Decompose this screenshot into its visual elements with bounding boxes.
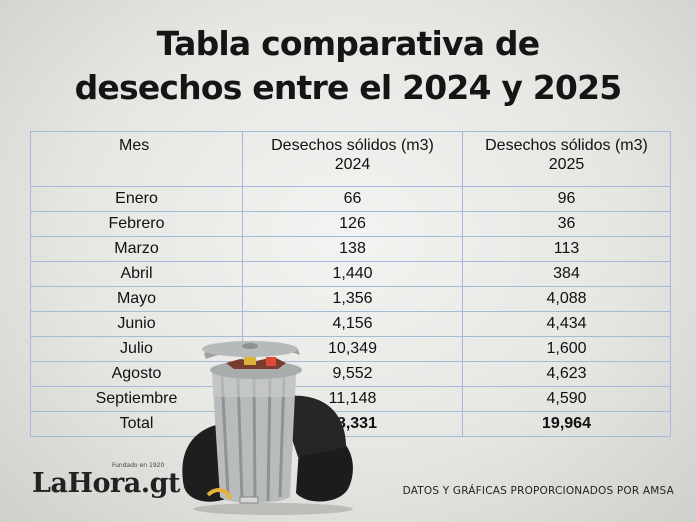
header-2025: Desechos sólidos (m3) 2025 (462, 131, 671, 187)
value-2025-cell: 36 (462, 211, 671, 237)
value-2025-cell: 96 (462, 186, 671, 212)
header-month: Mes (30, 131, 243, 187)
value-2025-cell: 113 (462, 236, 671, 262)
header-2024-line2: 2024 (334, 156, 371, 173)
comparison-table: Mes Desechos sólidos (m3) 2024 Desechos … (30, 131, 671, 437)
title-line-2: desechos entre el 2024 y 2025 (74, 68, 623, 107)
month-cell: Septiembre (30, 386, 243, 412)
value-2024-cell: 1,356 (242, 286, 463, 312)
table-row: Mayo 1,356 4,088 (30, 286, 671, 312)
month-cell: Abril (30, 261, 243, 287)
table-header-row: Mes Desechos sólidos (m3) 2024 Desechos … (30, 131, 671, 187)
logo-text: LaHora.gt (32, 468, 180, 499)
chart-title: Tabla comparativa de desechos entre el 2… (0, 22, 696, 110)
table-row: Enero 66 96 (30, 186, 671, 212)
table-row: Marzo 138 113 (30, 236, 671, 262)
table-row: Abril 1,440 384 (30, 261, 671, 287)
month-cell: Agosto (30, 361, 243, 387)
value-2024-cell: 126 (242, 211, 463, 237)
value-2025-cell: 4,590 (462, 386, 671, 412)
value-2024-cell: 1,440 (242, 261, 463, 287)
month-cell: Mayo (30, 286, 243, 312)
value-2024-cell: 66 (242, 186, 463, 212)
month-cell: Febrero (30, 211, 243, 237)
month-cell: Marzo (30, 236, 243, 262)
month-cell: Enero (30, 186, 243, 212)
la-hora-logo: LaHora.gt Fundado en 1920 (32, 462, 180, 499)
value-2025-cell: 384 (462, 261, 671, 287)
header-2025-line1: Desechos sólidos (m3) (485, 137, 648, 154)
value-2025-cell: 4,434 (462, 311, 671, 337)
total-2025-cell: 19,964 (462, 411, 671, 437)
header-month-label: Mes (119, 137, 150, 154)
header-2025-line2: 2025 (548, 156, 585, 173)
title-line-1: Tabla comparativa de (156, 24, 540, 63)
table-row: Agosto 9,552 4,623 (30, 361, 671, 387)
value-2025-cell: 1,600 (462, 336, 671, 362)
logo-slogan: Fundado en 1920 (112, 462, 165, 469)
data-source-note: DATOS Y GRÁFICAS PROPORCIONADOS POR AMSA (402, 485, 674, 497)
month-cell: Junio (30, 311, 243, 337)
trash-can-illustration (182, 341, 353, 515)
value-2025-cell: 4,623 (462, 361, 671, 387)
value-2024-cell: 138 (242, 236, 463, 262)
table-row: Febrero 126 36 (30, 211, 671, 237)
header-2024-line1: Desechos sólidos (m3) (271, 137, 434, 154)
value-2025-cell: 4,088 (462, 286, 671, 312)
table-row: Junio 4,156 4,434 (30, 311, 671, 337)
header-2024: Desechos sólidos (m3) 2024 (242, 131, 463, 187)
value-2024-cell: 4,156 (242, 311, 463, 337)
